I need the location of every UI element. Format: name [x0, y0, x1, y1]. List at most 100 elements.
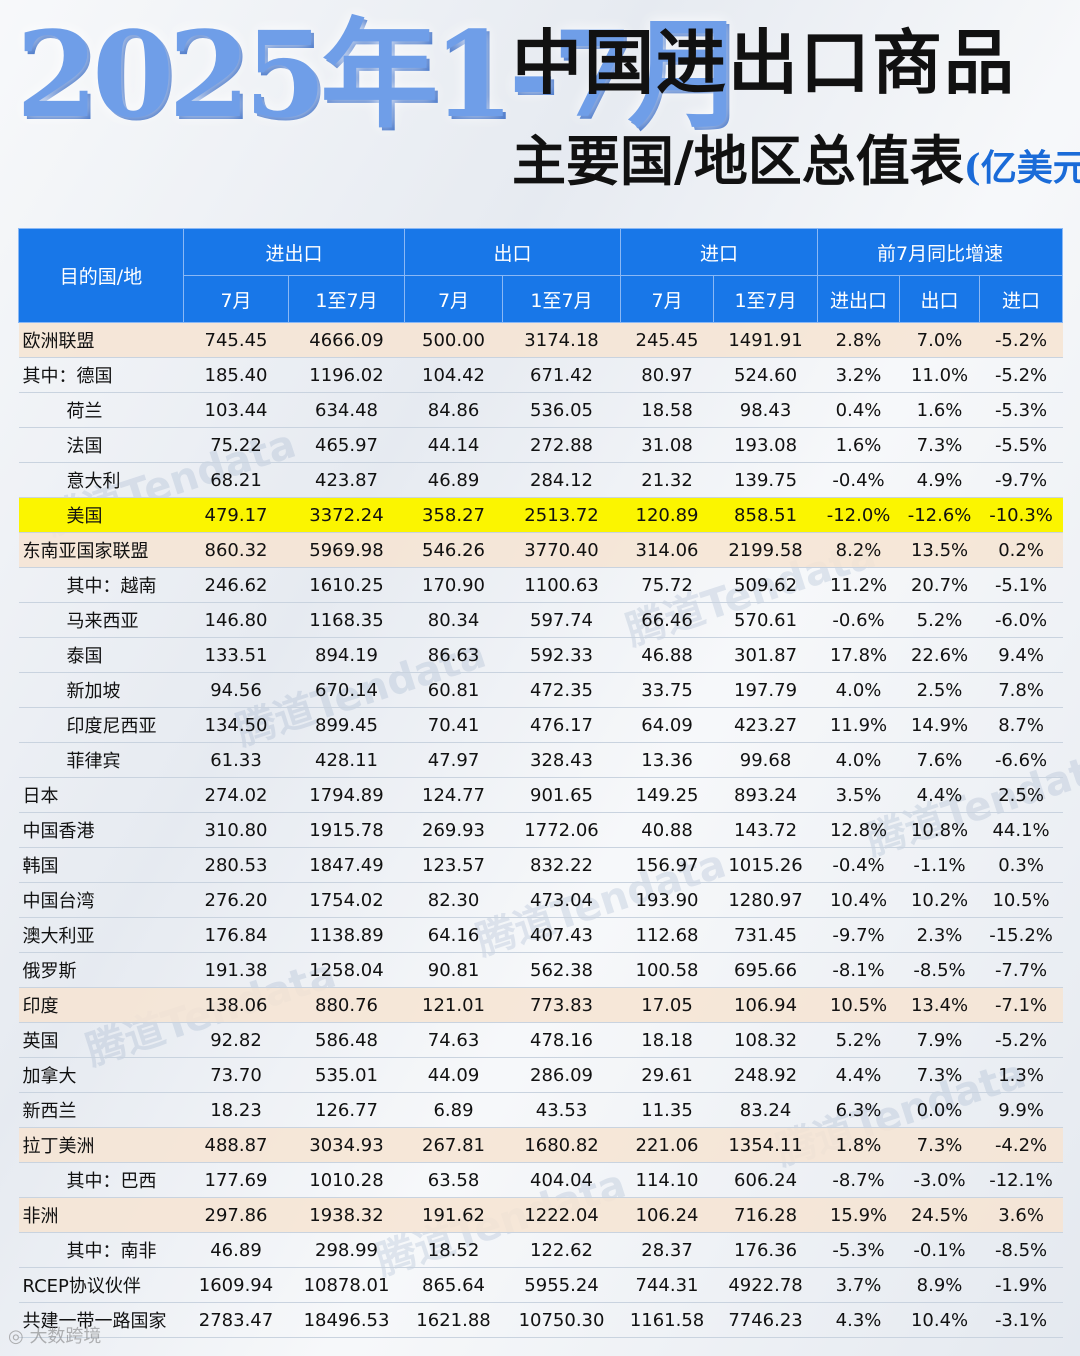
- growth-cell: -5.2%: [979, 1022, 1063, 1058]
- growth-cell: -1.1%: [899, 847, 980, 883]
- row-name: 加拿大: [18, 1057, 184, 1093]
- value-cell: 99.68: [713, 742, 818, 778]
- value-cell: 104.42: [404, 357, 503, 393]
- header-sub: 出口: [899, 275, 981, 323]
- growth-cell: 20.7%: [899, 567, 980, 603]
- value-cell: 562.38: [502, 952, 621, 988]
- growth-cell: 10.5%: [979, 882, 1063, 918]
- growth-cell: 7.9%: [899, 1022, 980, 1058]
- table-row: 非洲 297.86 1938.32 191.62 1222.04 106.24 716.28…: [18, 1197, 1063, 1233]
- value-cell: 84.86: [404, 392, 503, 428]
- value-cell: 7746.23: [713, 1302, 818, 1338]
- value-cell: 106.94: [713, 987, 818, 1023]
- table-row: 印度 138.06 880.76 121.01 773.83 17.05 106.94 10.…: [18, 987, 1063, 1023]
- value-cell: 31.08: [620, 427, 714, 463]
- growth-cell: -1.9%: [979, 1267, 1063, 1303]
- value-cell: 586.48: [288, 1022, 405, 1058]
- growth-cell: 8.9%: [899, 1267, 980, 1303]
- value-cell: 138.06: [183, 987, 289, 1023]
- value-cell: 597.74: [502, 602, 621, 638]
- title-date: 2025年1-7月: [16, 5, 746, 144]
- value-cell: 1280.97: [713, 882, 818, 918]
- row-name: 其中：巴西: [18, 1162, 184, 1198]
- value-cell: 1938.32: [288, 1197, 405, 1233]
- value-cell: 3770.40: [502, 532, 621, 568]
- growth-cell: 10.5%: [817, 987, 900, 1023]
- value-cell: 832.22: [502, 847, 621, 883]
- growth-cell: 6.3%: [817, 1092, 900, 1128]
- value-cell: 894.19: [288, 637, 405, 673]
- value-cell: 149.25: [620, 777, 714, 813]
- growth-cell: 15.9%: [817, 1197, 900, 1233]
- growth-cell: 8.2%: [817, 532, 900, 568]
- value-cell: 120.89: [620, 497, 714, 533]
- value-cell: 488.87: [183, 1127, 289, 1163]
- value-cell: 5969.98: [288, 532, 405, 568]
- growth-cell: 1.8%: [817, 1127, 900, 1163]
- value-cell: 695.66: [713, 952, 818, 988]
- growth-cell: 11.0%: [899, 357, 980, 393]
- table-row: 新加坡 94.56 670.14 60.81 472.35 33.75 197.79 4.0%…: [18, 672, 1063, 708]
- value-cell: 70.41: [404, 707, 503, 743]
- value-cell: 901.65: [502, 777, 621, 813]
- value-cell: 280.53: [183, 847, 289, 883]
- row-name: 新西兰: [18, 1092, 184, 1128]
- value-cell: 44.14: [404, 427, 503, 463]
- value-cell: 33.75: [620, 672, 714, 708]
- growth-cell: 11.9%: [817, 707, 900, 743]
- growth-cell: 44.1%: [979, 812, 1063, 848]
- growth-cell: -9.7%: [979, 462, 1063, 498]
- table-row: 日本 274.02 1794.89 124.77 901.65 149.25 893.24 3…: [18, 777, 1063, 813]
- value-cell: 745.45: [183, 322, 289, 358]
- growth-cell: 3.5%: [817, 777, 900, 813]
- value-cell: 124.77: [404, 777, 503, 813]
- header-sub: 1至7月: [502, 275, 622, 323]
- value-cell: 66.46: [620, 602, 714, 638]
- value-cell: 98.43: [713, 392, 818, 428]
- value-cell: 21.32: [620, 462, 714, 498]
- row-name: 东南亚国家联盟: [18, 532, 184, 568]
- value-cell: 634.48: [288, 392, 405, 428]
- growth-cell: -7.7%: [979, 952, 1063, 988]
- value-cell: 670.14: [288, 672, 405, 708]
- value-cell: 17.05: [620, 987, 714, 1023]
- value-cell: 46.89: [404, 462, 503, 498]
- value-cell: 61.33: [183, 742, 289, 778]
- growth-cell: -5.5%: [979, 427, 1063, 463]
- value-cell: 286.09: [502, 1057, 621, 1093]
- title-line1: 中国进出口商品: [512, 22, 1016, 104]
- value-cell: 1196.02: [288, 357, 405, 393]
- value-cell: 60.81: [404, 672, 503, 708]
- growth-cell: -8.5%: [899, 952, 980, 988]
- growth-cell: -8.5%: [979, 1232, 1063, 1268]
- row-name: 共建一带一路国家: [18, 1302, 184, 1338]
- growth-cell: 4.4%: [817, 1057, 900, 1093]
- table-row: 英国 92.82 586.48 74.63 478.16 18.18 108.32 5.2% 7…: [18, 1022, 1063, 1058]
- value-cell: 13.36: [620, 742, 714, 778]
- value-cell: 1138.89: [288, 917, 405, 953]
- value-cell: 126.77: [288, 1092, 405, 1128]
- value-cell: 407.43: [502, 917, 621, 953]
- table-row: 法国 75.22 465.97 44.14 272.88 31.08 193.08 1.6% 7…: [18, 427, 1063, 463]
- value-cell: 18.23: [183, 1092, 289, 1128]
- growth-cell: 4.3%: [817, 1302, 900, 1338]
- growth-cell: 1.6%: [817, 427, 900, 463]
- row-name: 欧洲联盟: [18, 322, 184, 358]
- growth-cell: -8.7%: [817, 1162, 900, 1198]
- growth-cell: -6.0%: [979, 602, 1063, 638]
- row-name: 俄罗斯: [18, 952, 184, 988]
- value-cell: 269.93: [404, 812, 503, 848]
- value-cell: 478.16: [502, 1022, 621, 1058]
- table-row: 中国香港 310.80 1915.78 269.93 1772.06 40.88 143.7…: [18, 812, 1063, 848]
- growth-cell: 17.8%: [817, 637, 900, 673]
- value-cell: 1621.88: [404, 1302, 503, 1338]
- value-cell: 716.28: [713, 1197, 818, 1233]
- value-cell: 298.99: [288, 1232, 405, 1268]
- table-header: 目的国/地 进出口 出口 进口 前7月同比增速 7月 1至7月 7月 1至7月 7月 1至…: [18, 228, 1064, 323]
- growth-cell: -5.1%: [979, 567, 1063, 603]
- header-group-import: 进口: [620, 228, 819, 276]
- value-cell: 156.97: [620, 847, 714, 883]
- value-cell: 1354.11: [713, 1127, 818, 1163]
- value-cell: 1015.26: [713, 847, 818, 883]
- value-cell: 245.45: [620, 322, 714, 358]
